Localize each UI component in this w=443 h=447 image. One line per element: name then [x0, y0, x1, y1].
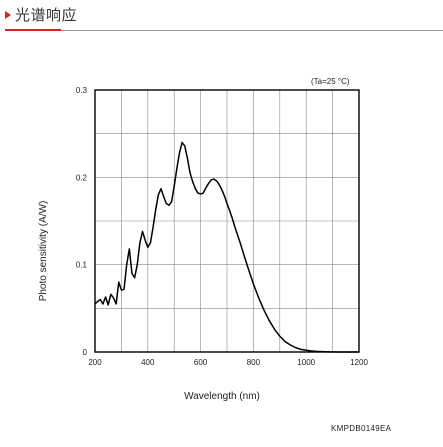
y-tick-label: 0.1 — [76, 261, 88, 270]
y-axis-ticks: 0 0.1 0.2 0.3 — [76, 86, 88, 357]
x-tick-label: 600 — [194, 358, 208, 367]
y-tick-label: 0.3 — [76, 86, 88, 95]
x-tick-label: 400 — [141, 358, 155, 367]
chart-grid — [95, 90, 359, 352]
x-tick-label: 1000 — [297, 358, 315, 367]
y-tick-label: 0 — [83, 348, 88, 357]
document-code: KMPDB0149EA — [331, 424, 392, 433]
x-axis-ticks: 200 400 600 800 1000 1200 — [88, 358, 368, 367]
plot-area-frame — [94, 89, 360, 353]
header-accent-underline — [5, 29, 61, 31]
x-axis-label: Wavelength (nm) — [184, 391, 260, 402]
y-axis-label: Photo sensitivity (A/W) — [38, 201, 49, 302]
x-tick-label: 200 — [88, 358, 102, 367]
header-divider — [5, 30, 443, 31]
section-title: 光谱响应 — [15, 6, 78, 24]
triangle-right-icon — [5, 11, 11, 19]
x-tick-label: 1200 — [350, 358, 368, 367]
x-tick-label: 800 — [247, 358, 261, 367]
section-header: 光谱响应 — [0, 0, 443, 34]
y-tick-label: 0.2 — [76, 173, 88, 182]
spectral-response-chart: 200 400 600 800 1000 1200 0 0.1 0.2 0.3 (Ta=25 °… — [38, 77, 368, 402]
condition-note: (Ta=25 °C) — [311, 77, 350, 86]
sensitivity-curve — [94, 141, 359, 353]
